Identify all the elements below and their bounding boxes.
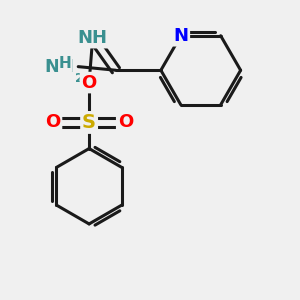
Text: S: S bbox=[82, 113, 96, 132]
Text: H: H bbox=[59, 56, 72, 71]
Text: N: N bbox=[173, 27, 188, 45]
Text: O: O bbox=[45, 113, 61, 131]
Text: O: O bbox=[118, 113, 133, 131]
Text: NH: NH bbox=[78, 28, 108, 46]
Text: NH: NH bbox=[45, 58, 75, 76]
Text: O: O bbox=[82, 74, 97, 92]
Text: 2: 2 bbox=[75, 72, 83, 86]
